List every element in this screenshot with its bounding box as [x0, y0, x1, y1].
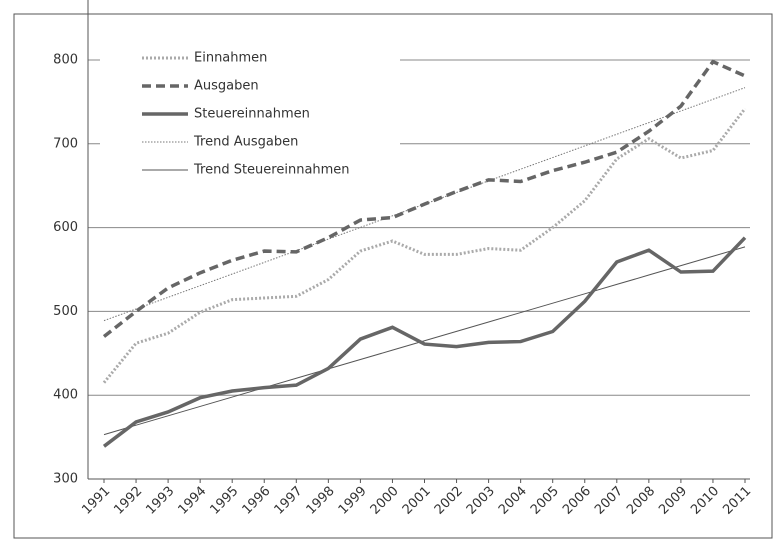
- line-series: [102, 107, 747, 384]
- y-tick-label: 600: [53, 220, 78, 235]
- y-tick-label: 700: [53, 136, 78, 151]
- line-series: [103, 246, 746, 436]
- legend-label: Trend Ausgaben: [193, 135, 298, 150]
- legend-label: Einnahmen: [194, 51, 267, 66]
- y-tick-label: 300: [53, 472, 78, 487]
- legend-label: Trend Steuereinnahmen: [193, 163, 350, 178]
- y-tick-label: 800: [53, 53, 78, 68]
- line-series: [102, 59, 746, 338]
- legend-label: Ausgaben: [194, 79, 259, 94]
- legend-label: Steuereinnahmen: [194, 107, 310, 122]
- y-tick-label: 500: [53, 304, 78, 319]
- y-tick-label: 400: [53, 388, 78, 403]
- line-series: [103, 87, 746, 322]
- line-series: [102, 236, 747, 448]
